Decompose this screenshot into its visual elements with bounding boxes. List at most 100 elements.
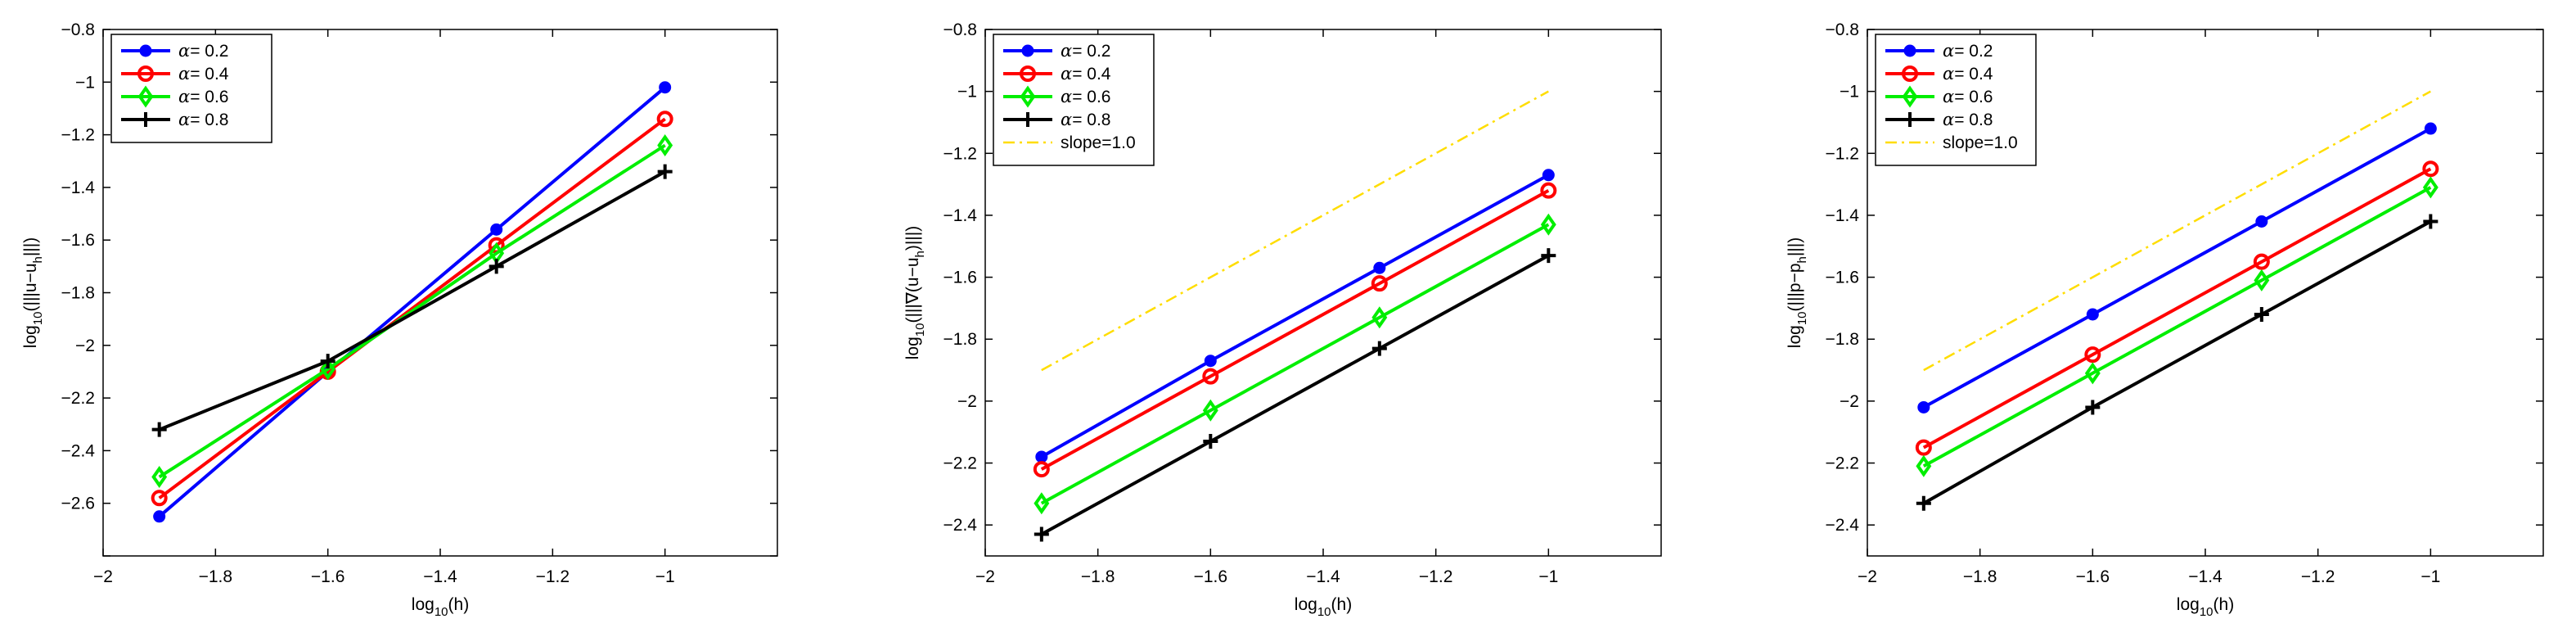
y-tick-label: −2.4 — [61, 441, 96, 460]
legend-label-1: α= 0.2 — [1943, 41, 1993, 61]
data-point-2-1 — [1033, 461, 1050, 478]
legend-text: = 0.4 — [190, 65, 229, 84]
series-line-1 — [1040, 174, 1550, 459]
data-point-1-3 — [2255, 215, 2268, 228]
legend-symbol: α — [178, 87, 190, 106]
legend-label-4: α= 0.8 — [1943, 110, 1993, 129]
y-tick-label: −1.8 — [943, 330, 977, 349]
x-tick-label: −1.6 — [1194, 567, 1227, 586]
legend-label-5: slope=1.0 — [1061, 133, 1136, 152]
data-point-1-4 — [1542, 169, 1555, 182]
series-line-3 — [158, 143, 666, 479]
x-tick-label: −1.8 — [1963, 567, 1997, 586]
data-point-1-2 — [1204, 355, 1217, 368]
y-axis-label-subscript-h: h — [1795, 256, 1809, 263]
data-point-1-2 — [2086, 308, 2099, 321]
legend-label-1: α= 0.2 — [1061, 41, 1110, 61]
y-axis-label-subscript: 10 — [913, 323, 927, 337]
data-point-3-4 — [2422, 176, 2439, 199]
x-axis-label-subscript: 10 — [2200, 605, 2213, 619]
y-tick-label: −1 — [957, 83, 977, 102]
legend-marker-1 — [1903, 44, 1916, 57]
y-tick-label: −2.2 — [1826, 454, 1859, 473]
legend-label-1: α= 0.2 — [178, 41, 228, 61]
series-line-5 — [1041, 90, 1549, 372]
legend-text: = 0.2 — [190, 42, 228, 61]
legend-marker-4 — [138, 112, 153, 127]
y-tick-label: −2.6 — [61, 495, 95, 513]
legend-text: = 0.6 — [1072, 88, 1110, 106]
series-line-4 — [1040, 254, 1550, 536]
x-axis-label-base: log — [412, 595, 435, 614]
data-point-4-1 — [151, 422, 167, 437]
data-point-2-1 — [1915, 439, 1932, 456]
legend-label-5: slope=1.0 — [1943, 133, 2018, 152]
data-point-4-1 — [1034, 526, 1049, 542]
y-axis-label: log10(|||p−ph|||) — [1786, 237, 1809, 348]
series-line-1 — [158, 86, 666, 518]
legend-text: = 0.8 — [190, 111, 228, 129]
data-point-3-3 — [1371, 306, 1388, 329]
legend-box — [993, 34, 1155, 166]
y-tick-label: −1.6 — [61, 231, 95, 250]
x-axis-label-base: log — [1295, 595, 1317, 614]
legend-text: = 0.8 — [1954, 111, 1993, 129]
data-point-4-3 — [2254, 306, 2269, 322]
y-tick-label: −2.2 — [943, 454, 977, 473]
x-axis-label-rest: (h) — [1331, 595, 1353, 614]
series-line-5 — [1923, 90, 2431, 372]
y-tick-label: −0.8 — [943, 20, 977, 39]
y-tick-label: −1.6 — [943, 269, 977, 287]
legend-text: = 0.6 — [190, 88, 228, 106]
y-tick-label: −0.8 — [61, 20, 95, 39]
legend-text: = 0.2 — [1954, 42, 1993, 61]
legend-label-3: α= 0.6 — [178, 87, 228, 106]
y-tick-label: −0.8 — [1826, 20, 1859, 39]
x-tick-label: −1 — [1538, 567, 1558, 586]
data-point-1-3 — [490, 223, 503, 236]
chart-3: −2 −1.8 −1.6 −1.4 −1.2 −1 −2.4 −2.2 −2 −1.8 −1.6 −1… — [1786, 20, 2544, 619]
data-point-2-3 — [1371, 275, 1388, 292]
x-tick-label: −1.2 — [2301, 567, 2335, 586]
legend-label-2: α= 0.4 — [1943, 64, 1993, 84]
legend-label-3: α= 0.6 — [1061, 87, 1110, 106]
legend-symbol: α — [1061, 110, 1072, 129]
legend-label-3: α= 0.6 — [1943, 87, 1993, 106]
y-axis-label-mid: (|||∇(u−u — [903, 257, 922, 323]
data-point-1-4 — [2424, 122, 2437, 135]
legend-symbol: α — [178, 41, 190, 61]
legend-text: = 0.4 — [1954, 65, 1993, 84]
y-tick-label: −1.2 — [61, 126, 95, 145]
x-tick-label: −1.6 — [311, 567, 345, 586]
data-point-4-2 — [320, 354, 336, 369]
data-point-1-3 — [1373, 261, 1386, 274]
legend-marker-4 — [1020, 112, 1035, 127]
legend-symbol: α — [1943, 64, 1954, 84]
legend-marker-2 — [137, 66, 154, 82]
data-point-2-4 — [656, 111, 673, 128]
legend-text: slope=1.0 — [1061, 133, 1136, 152]
data-point-2-2 — [2084, 346, 2101, 364]
series-line-3 — [1040, 223, 1550, 505]
data-point-3-1 — [151, 466, 168, 489]
data-point-1-1 — [153, 510, 166, 523]
y-axis-label-subscript-h: h — [31, 256, 45, 263]
y-tick-label: −1.6 — [1826, 269, 1859, 287]
data-point-3-2 — [2084, 362, 2101, 385]
series-line-2 — [1922, 167, 2432, 450]
y-axis-label: log10(|||u−uh|||) — [21, 237, 45, 348]
y-axis-label-subscript-h: h — [913, 251, 927, 257]
x-tick-label: −1.4 — [423, 567, 457, 586]
data-point-3-4 — [1540, 213, 1556, 236]
y-tick-label: −1.4 — [943, 206, 978, 225]
data-point-4-3 — [1371, 341, 1387, 356]
y-tick-label: −1.2 — [1826, 144, 1859, 163]
legend-symbol: α — [1943, 87, 1954, 106]
legend-label-2: α= 0.4 — [1061, 64, 1111, 84]
legend-symbol: α — [1943, 41, 1954, 61]
x-tick-label: −1.2 — [536, 567, 570, 586]
data-point-3-4 — [657, 133, 673, 156]
x-axis-label: log10(h) — [412, 595, 469, 619]
y-tick-label: −1.4 — [1826, 206, 1860, 225]
